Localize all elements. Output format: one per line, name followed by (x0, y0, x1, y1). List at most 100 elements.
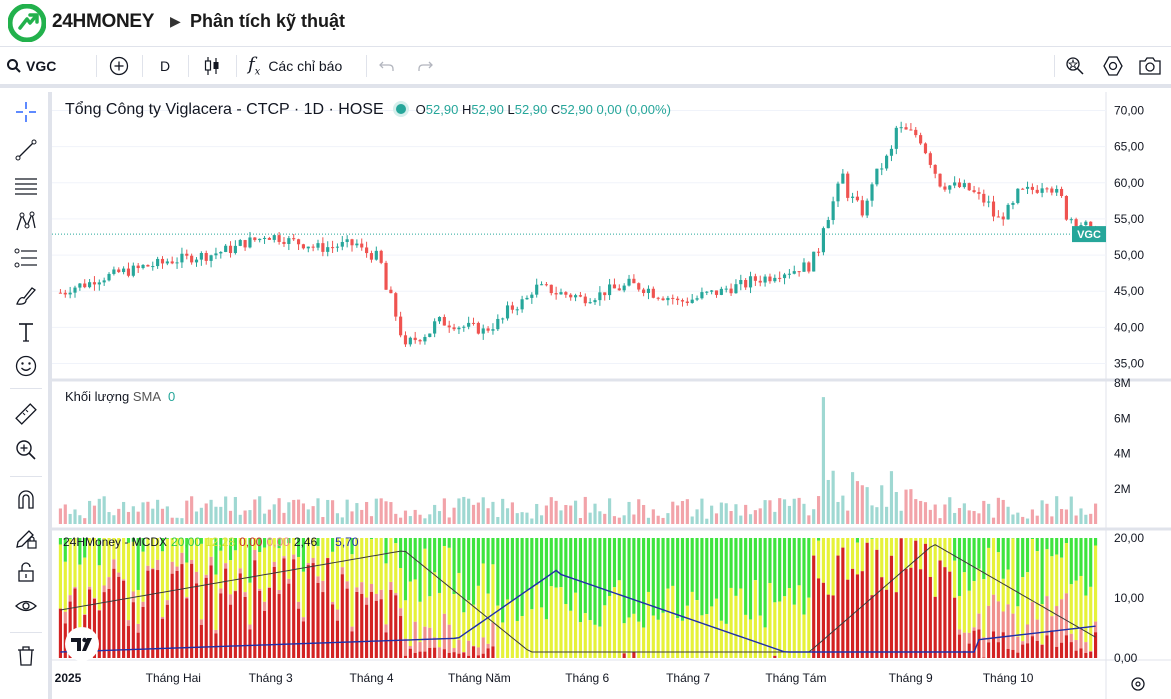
mcdx-banker-bar (991, 631, 996, 658)
mcdx-banker-bar (413, 652, 417, 658)
interval-button[interactable]: D (159, 58, 171, 74)
settings-button[interactable] (1100, 47, 1126, 85)
mcdx-banker-bar (63, 623, 67, 658)
volume-bar (559, 510, 563, 524)
chart-area[interactable]: VGC 70,00 65,00 60,00 55,00 50,00 45,00 40,00 35… (52, 92, 1171, 699)
volume-bar (219, 506, 223, 524)
mcdx-banker-bar (1089, 651, 1093, 658)
measure-tool[interactable] (8, 398, 44, 430)
mcdx-hot-money-bar (982, 579, 986, 638)
volume-bar (953, 512, 957, 524)
zoom-in-tool[interactable] (8, 434, 44, 466)
mcdx-banker-soft-bar (282, 556, 286, 559)
delete-tool[interactable] (8, 640, 44, 672)
candle-body (948, 185, 952, 190)
snapshot-button[interactable] (1136, 47, 1164, 85)
mcdx-hot-money-bar (778, 601, 782, 658)
volume-bar (933, 504, 937, 524)
text-tool[interactable] (8, 316, 44, 348)
candle-body (219, 251, 223, 254)
mcdx-retail-bar (1001, 538, 1005, 579)
chart-type-button[interactable] (198, 47, 226, 85)
candle-body (292, 238, 296, 240)
volume-bar (262, 513, 267, 524)
mcdx-banker-soft-bar (987, 605, 991, 643)
volume-bar (860, 485, 864, 524)
mcdx-banker-bar (1079, 648, 1083, 658)
prediction-tool[interactable] (8, 242, 44, 274)
mcdx-legend[interactable]: 24HMoney - MCDX 20,00 12,28 0,00 0,00 2,46 5,7… (63, 535, 359, 549)
instrument-title[interactable]: Tổng Công ty Viglacera - CTCP · 1D · HOS… (65, 101, 384, 118)
mcdx-hot-money-bar (126, 542, 131, 621)
mcdx-retail-bar (350, 538, 354, 555)
volume-bar (467, 498, 471, 524)
mcdx-banker-soft-bar (180, 552, 184, 565)
fib-tool[interactable] (8, 170, 44, 202)
mcdx-hot-money-bar (433, 572, 437, 638)
candle-body (471, 322, 476, 324)
mcdx-banker-bar (467, 655, 471, 658)
visibility-tool[interactable] (8, 590, 44, 622)
tradingview-logo-icon[interactable] (64, 626, 100, 662)
mcdx-banker-bar (486, 648, 490, 658)
mcdx-banker-bar (632, 652, 636, 658)
compare-button[interactable] (106, 47, 132, 85)
lock-drawing-tool[interactable] (8, 522, 44, 554)
volume-bar (423, 518, 427, 524)
mcdx-banker-soft-bar (1050, 616, 1054, 631)
trendline-tool[interactable] (8, 134, 44, 166)
pattern-tool[interactable] (8, 206, 44, 238)
symbol-search-button[interactable]: VGC (6, 47, 66, 85)
mcdx-hot-money-bar (836, 538, 840, 556)
candle-body (73, 287, 77, 293)
candle-body (753, 276, 757, 281)
mcdx-banker-soft-bar (228, 594, 233, 605)
candle-body (501, 318, 505, 320)
mcdx-hot-money-bar (695, 600, 699, 658)
mcdx-banker-soft-bar (384, 624, 388, 633)
mcdx-hot-money-bar (102, 538, 106, 586)
candle-body (661, 298, 665, 301)
candle-body (714, 290, 719, 295)
magnet-tool[interactable] (8, 484, 44, 516)
logo-icon[interactable] (8, 4, 46, 42)
indicators-button[interactable]: fx Các chỉ báo (248, 47, 358, 85)
candle-body (564, 292, 568, 295)
mcdx-retail-bar (763, 538, 767, 628)
axis-settings-icon[interactable] (1131, 677, 1145, 691)
volume-bar (544, 505, 548, 524)
candle-body (180, 253, 184, 263)
mcdx-hot-money-bar (870, 538, 874, 596)
mcdx-banker-soft-bar (160, 617, 165, 619)
mcdx-banker-bar (340, 574, 344, 658)
mcdx-retail-bar (530, 538, 534, 610)
candle-body (175, 262, 179, 264)
mcdx-retail-bar (651, 538, 655, 616)
candle-body (151, 266, 155, 268)
emoji-tool[interactable] (8, 350, 44, 382)
search-icon (7, 59, 21, 73)
mcdx-hot-money-bar (73, 538, 77, 587)
mcdx-hot-money-bar (335, 538, 340, 610)
brush-tool[interactable] (8, 280, 44, 312)
candle-body (685, 301, 689, 303)
mcdx-retail-bar (622, 538, 626, 624)
chart-canvas[interactable]: VGC 70,00 65,00 60,00 55,00 50,00 45,00 40,00 35… (52, 92, 1171, 699)
mcdx-hot-money-bar (340, 538, 344, 568)
volume-legend[interactable]: Khối lượng SMA 0 (65, 389, 176, 404)
candle-body (160, 258, 165, 264)
volume-bar (889, 471, 894, 524)
mcdx-retail-bar (739, 538, 743, 589)
text-icon (19, 323, 33, 342)
volume-bar (462, 496, 466, 524)
lock-tool[interactable] (8, 556, 44, 588)
candle-body (238, 240, 242, 246)
quick-search-button[interactable] (1062, 47, 1088, 85)
mcdx-hot-money-bar (282, 538, 286, 557)
redo-button[interactable] (414, 47, 436, 85)
undo-button[interactable] (376, 47, 398, 85)
mcdx-retail-bar (452, 538, 456, 595)
crosshair-tool[interactable] (8, 96, 44, 128)
mcdx-banker-soft-bar (340, 567, 344, 575)
brand-name[interactable]: 24HMONEY (52, 11, 155, 32)
